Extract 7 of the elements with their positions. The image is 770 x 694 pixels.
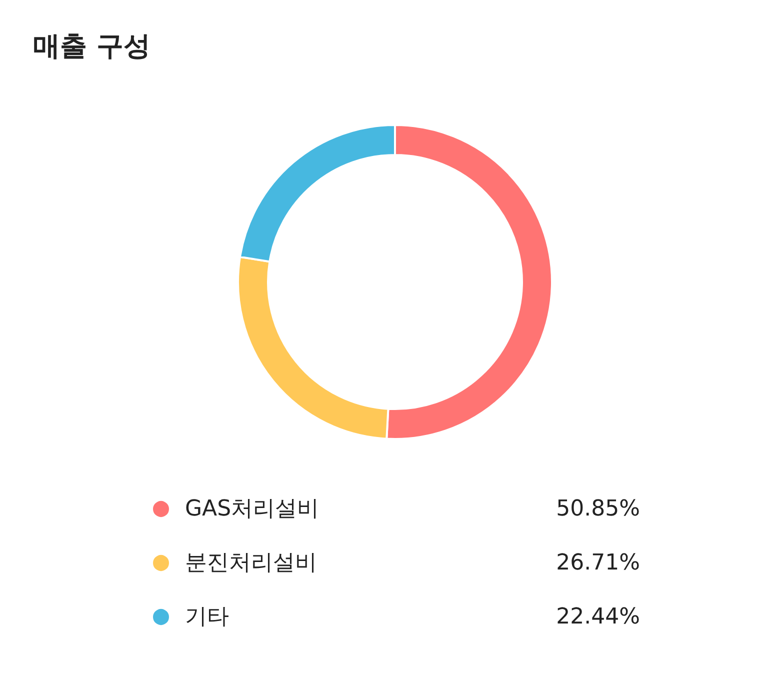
data-label: 50.85% <box>556 496 640 522</box>
data-label: 22.44% <box>556 604 640 630</box>
legend-label: GAS처리설비 <box>185 496 320 522</box>
data-label: 26.71% <box>556 550 640 576</box>
legend-label: 기타 <box>185 604 229 630</box>
chart-title: 매출 구성 <box>33 31 150 62</box>
legend-label: 분진처리설비 <box>185 550 317 576</box>
